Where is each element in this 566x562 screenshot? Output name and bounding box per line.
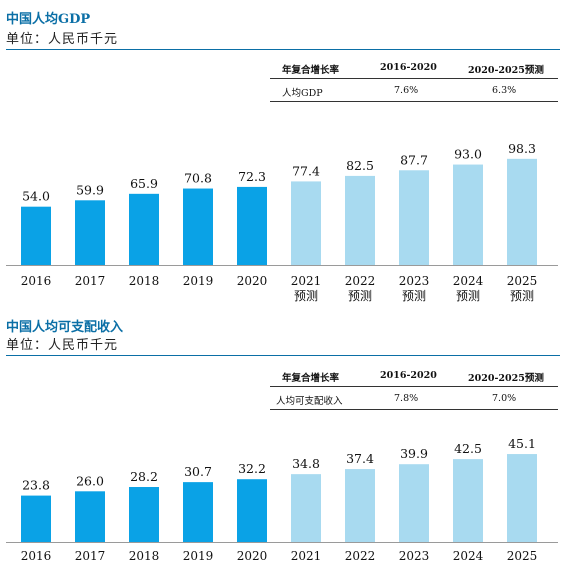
bar: [291, 474, 321, 542]
tick-label: 2024: [453, 274, 484, 288]
table-header-period2: 2020-2025预测: [468, 65, 544, 76]
tick-label: 预测: [402, 289, 426, 303]
data-label: 26.0: [76, 473, 104, 488]
table-row: 人均可支配收入 7.8% 7.0%: [270, 387, 558, 410]
income-panel: 中国人均可支配收入 单位：人民币千元 年复合增长率 2016-2020 2020…: [0, 310, 566, 562]
tick-label: 2022: [345, 274, 376, 288]
tick-label: 2017: [75, 274, 106, 288]
chart-subtitle: 单位：人民币千元: [6, 338, 119, 353]
tick-label: 2025: [507, 549, 538, 562]
tick-label: 2025: [507, 274, 538, 288]
chart-title: 中国人均可支配收入: [6, 320, 124, 335]
table-row-value2: 7.0%: [492, 393, 517, 404]
tick-label: 2016: [21, 549, 52, 562]
data-label: 23.8: [22, 478, 50, 493]
data-label: 82.5: [346, 158, 374, 173]
tick-label: 2023: [399, 274, 430, 288]
table-header-period2: 2020-2025预测: [468, 373, 544, 384]
data-label: 45.1: [508, 436, 536, 451]
bar: [237, 186, 267, 265]
data-label: 72.3: [238, 169, 266, 184]
bar: [453, 459, 483, 542]
data-label: 30.7: [184, 464, 212, 479]
bar: [399, 464, 429, 542]
data-label: 32.2: [238, 461, 266, 476]
tick-label: 2019: [183, 274, 214, 288]
tick-label: 预测: [294, 289, 318, 303]
data-label: 39.9: [400, 446, 428, 461]
tick-label: 2020: [237, 274, 268, 288]
table-row-label: 人均GDP: [282, 88, 323, 99]
table-header: 年复合增长率 2016-2020 2020-2025预测: [270, 56, 558, 79]
table-header-period1: 2016-2020: [380, 62, 437, 73]
data-label: 59.9: [76, 182, 104, 197]
bar: [345, 469, 375, 542]
growth-table: 年复合增长率 2016-2020 2020-2025预测 人均GDP 7.6% …: [270, 56, 558, 102]
table-row-value1: 7.6%: [394, 85, 419, 96]
data-label: 28.2: [130, 469, 158, 484]
chart-title: 中国人均GDP: [6, 12, 91, 27]
title-rule: [6, 355, 560, 356]
data-label: 42.5: [454, 441, 482, 456]
bar: [129, 487, 159, 542]
bar: [21, 206, 51, 265]
income-bar-chart: 23.8 2016 26.0 2017 28.2 2018 30.7 2019 32.2 2020…: [6, 436, 558, 562]
table-header-label: 年复合增长率: [282, 373, 340, 384]
tick-label: 2018: [129, 274, 160, 288]
tick-label: 2020: [237, 549, 268, 562]
table-header-period1: 2016-2020: [380, 370, 437, 381]
data-label: 87.7: [400, 152, 428, 167]
tick-label: 2016: [21, 274, 52, 288]
table-row-label: 人均可支配收入: [276, 396, 343, 407]
bar: [75, 200, 105, 265]
bar: [129, 193, 159, 265]
chart-subtitle: 单位：人民币千元: [6, 32, 119, 47]
data-label: 70.8: [184, 171, 212, 186]
data-label: 54.0: [22, 189, 50, 204]
tick-label: 2022: [345, 549, 376, 562]
gdp-panel: 中国人均GDP 单位：人民币千元 年复合增长率 2016-2020 2020-2…: [6, 12, 560, 303]
tick-label: 预测: [348, 289, 372, 303]
growth-table: 年复合增长率 2016-2020 2020-2025预测 人均可支配收入 7.8…: [270, 364, 558, 410]
bar: [237, 479, 267, 542]
tick-label: 2017: [75, 549, 106, 562]
tick-label: 2018: [129, 549, 160, 562]
data-label: 65.9: [130, 176, 158, 191]
table-row-value1: 7.8%: [394, 393, 419, 404]
tick-label: 2019: [183, 549, 214, 562]
bar: [75, 491, 105, 542]
table-header: 年复合增长率 2016-2020 2020-2025预测: [270, 364, 558, 387]
gdp-bar-chart: 54.0 2016 59.9 2017 65.9 2018 70.8 2019 72.3 2020…: [6, 141, 558, 303]
bar: [21, 495, 51, 542]
data-label: 37.4: [346, 451, 374, 466]
data-label: 98.3: [508, 141, 536, 156]
bar: [399, 170, 429, 265]
tick-label: 2023: [399, 549, 430, 562]
bar: [183, 482, 213, 542]
bar: [507, 454, 537, 542]
tick-label: 2024: [453, 549, 484, 562]
bar: [507, 158, 537, 265]
table-row-value2: 6.3%: [492, 85, 517, 96]
data-label: 77.4: [292, 163, 320, 178]
data-label: 34.8: [292, 456, 320, 471]
bar: [291, 181, 321, 265]
bar: [453, 164, 483, 265]
tick-label: 预测: [510, 289, 534, 303]
tick-label: 2021: [291, 274, 322, 288]
table-row: 人均GDP 7.6% 6.3%: [270, 79, 558, 102]
bar: [345, 175, 375, 265]
tick-label: 2021: [291, 549, 322, 562]
title-rule: [6, 49, 560, 50]
data-label: 93.0: [454, 147, 482, 162]
tick-label: 预测: [456, 289, 480, 303]
table-header-label: 年复合增长率: [282, 65, 340, 76]
bar: [183, 188, 213, 265]
